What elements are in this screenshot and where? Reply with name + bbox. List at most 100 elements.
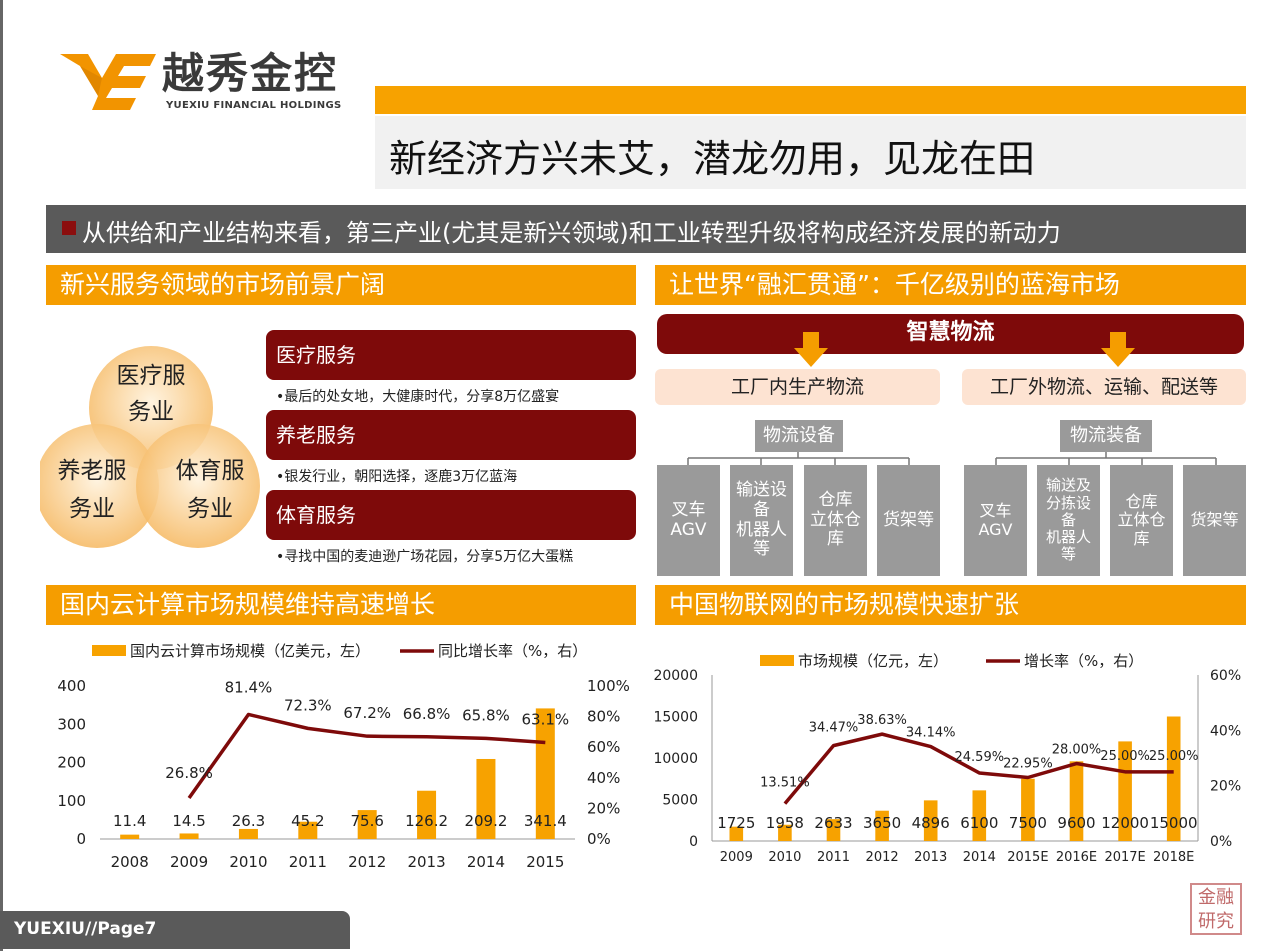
growth-line xyxy=(187,712,546,800)
bar xyxy=(923,800,938,841)
x-tick-label: 2016E xyxy=(1056,850,1097,865)
page-edge xyxy=(0,0,3,951)
line-value-label: 25.00% xyxy=(1100,749,1150,764)
bar xyxy=(476,758,496,839)
bar xyxy=(972,790,987,841)
category-gear: 物流装备 xyxy=(1060,420,1152,452)
y2-tick-label: 0% xyxy=(1210,834,1232,850)
service-sports: 体育服务 xyxy=(266,490,636,540)
bar-value-label: 9600 xyxy=(1057,814,1095,832)
y-tick-label: 5000 xyxy=(662,793,698,809)
branch-label-inside: 工厂内生产物流 xyxy=(655,369,940,405)
bar-value-label: 12000 xyxy=(1101,814,1149,832)
bar xyxy=(729,826,744,841)
banner: 从供给和产业结构来看，第三产业(尤其是新兴领域)和工业转型升级将构成经济发展的新… xyxy=(46,205,1246,253)
logo: 越秀金控 YUEXIU FINANCIAL HOLDINGS xyxy=(58,40,358,120)
bar-value-label: 341.4 xyxy=(524,812,567,830)
bar-value-label: 2633 xyxy=(814,814,852,832)
x-tick-label: 2015 xyxy=(526,853,564,871)
line-value-label: 22.95% xyxy=(1003,757,1053,772)
x-tick-label: 2014 xyxy=(963,850,996,865)
logo-name-en: YUEXIU FINANCIAL HOLDINGS xyxy=(166,100,342,111)
section-title-logistics: 让世界“融汇贯通”：千亿级别的蓝海市场 xyxy=(655,265,1246,305)
bar xyxy=(238,828,258,839)
x-tick-label: 2014 xyxy=(467,853,505,871)
item-shelves: 货架等 xyxy=(877,465,940,576)
footer-page: YUEXIU//Page7 xyxy=(14,919,157,939)
y2-tick-label: 20% xyxy=(1210,779,1241,795)
bar xyxy=(1021,778,1035,841)
bar-value-label: 126.2 xyxy=(405,812,448,830)
arrow-down-icon xyxy=(1101,332,1135,367)
bar xyxy=(875,810,889,841)
y-tick-label: 400 xyxy=(57,677,86,695)
bar-value-label: 4896 xyxy=(912,814,950,832)
line-value-label: 26.8% xyxy=(165,764,213,782)
item-forklift: 叉车 AGV xyxy=(657,465,720,576)
x-tick-label: 2018E xyxy=(1153,850,1194,865)
venn-circle-elderly xyxy=(35,424,159,548)
bar xyxy=(298,821,318,839)
x-tick-label: 2013 xyxy=(914,850,947,865)
banner-text: 从供给和产业结构来看，第三产业(尤其是新兴领域)和工业转型升级将构成经济发展的新… xyxy=(82,219,1061,247)
line-value-label: 24.59% xyxy=(955,750,1005,765)
x-tick-label: 2009 xyxy=(720,850,753,865)
x-tick-label: 2008 xyxy=(111,853,149,871)
line-value-label: 34.14% xyxy=(906,726,956,741)
y-tick-label: 200 xyxy=(57,754,86,772)
bar-value-label: 14.5 xyxy=(172,812,205,830)
bar xyxy=(1069,761,1084,841)
page-title-box: 新经济方兴未艾，潜龙勿用，见龙在田 xyxy=(375,116,1246,189)
bar-value-label: 45.2 xyxy=(291,812,324,830)
y2-tick-label: 40% xyxy=(587,769,620,787)
x-tick-label: 2012 xyxy=(866,850,899,865)
line-value-label: 66.8% xyxy=(403,705,451,723)
y-tick-label: 0 xyxy=(76,830,86,848)
bar xyxy=(778,824,792,841)
x-tick-label: 2011 xyxy=(289,853,327,871)
x-tick-label: 2017E xyxy=(1104,850,1145,865)
line-value-label: 38.63% xyxy=(857,713,907,728)
bar xyxy=(417,790,437,839)
item-warehouse: 仓库 立体仓 库 xyxy=(1110,465,1173,576)
x-tick-label: 2010 xyxy=(768,850,801,865)
growth-line xyxy=(783,732,1174,805)
bar-value-label: 1958 xyxy=(766,814,804,832)
x-tick-label: 2011 xyxy=(817,850,850,865)
venn-label-medical: 医疗服 务业 xyxy=(116,363,186,425)
iot-chart: 市场规模（亿元，左） 增长率（%，右） 0 5000 10000 15000 20000 0%… xyxy=(653,652,1241,865)
y-tick-label: 0 xyxy=(689,834,698,850)
bar xyxy=(357,810,377,839)
bar xyxy=(120,834,140,839)
page-title: 新经济方兴未艾，潜龙勿用，见龙在田 xyxy=(389,137,1036,181)
line-value-label: 72.3% xyxy=(284,696,332,714)
arrow-down-icon xyxy=(794,332,828,367)
y-tick-label: 10000 xyxy=(653,751,698,767)
y-tick-label: 15000 xyxy=(653,710,698,726)
item-forklift: 叉车 AGV xyxy=(964,465,1027,576)
stamp-text: 金融研究 xyxy=(1198,887,1234,932)
service-sports-desc: •寻找中国的麦迪逊广场花园，分享5万亿大蛋糕 xyxy=(276,549,574,565)
header-accent-bar xyxy=(375,86,1246,114)
cloud-chart: 国内云计算市场规模（亿美元，左） 同比增长率（%，右） 0 100 200 300 400 0… xyxy=(57,642,630,871)
line-value-label: 13.51% xyxy=(760,776,810,791)
bar xyxy=(1118,741,1132,841)
x-tick-label: 2010 xyxy=(229,853,267,871)
legend-label-line: 同比增长率（%，右） xyxy=(438,642,587,660)
y2-tick-label: 40% xyxy=(1210,723,1241,739)
y2-tick-label: 60% xyxy=(587,738,620,756)
bar-value-label: 209.2 xyxy=(464,812,507,830)
line-value-label: 63.1% xyxy=(521,710,569,728)
section-title-cloud: 国内云计算市场规模维持高速增长 xyxy=(46,585,636,625)
logistics-header-label: 智慧物流 xyxy=(906,320,995,345)
line-value-label: 25.00% xyxy=(1149,749,1199,764)
logo-name-cn: 越秀金控 xyxy=(162,49,339,98)
service-elderly: 养老服务 xyxy=(266,410,636,460)
line-value-label: 28.00% xyxy=(1052,743,1102,758)
service-medical-desc: •最后的处女地，大健康时代，分享8万亿盛宴 xyxy=(276,389,560,405)
bar-value-label: 7500 xyxy=(1009,814,1047,832)
bar-value-label: 15000 xyxy=(1150,814,1198,832)
y2-tick-label: 20% xyxy=(587,799,620,817)
tree-connectors xyxy=(687,448,1217,466)
legend-swatch-bar xyxy=(92,645,126,656)
